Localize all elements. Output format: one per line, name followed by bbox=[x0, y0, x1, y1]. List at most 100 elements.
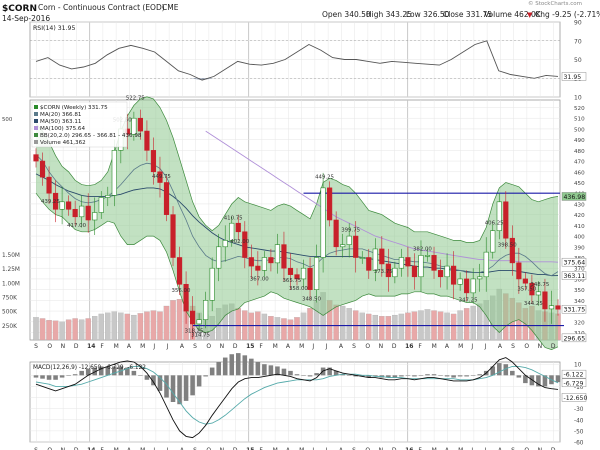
chart-date: 14-Sep-2016 bbox=[2, 14, 50, 23]
macd-histogram-bar bbox=[366, 375, 372, 378]
macd-value-label-box bbox=[561, 369, 587, 379]
x-tick-label: N bbox=[379, 343, 384, 350]
volume-bar bbox=[85, 318, 91, 341]
candle-body bbox=[190, 310, 196, 325]
volume-bar bbox=[339, 305, 346, 341]
volume-bar bbox=[52, 320, 59, 341]
volume-tick-label: 500K bbox=[2, 310, 17, 316]
x-tick-label: D bbox=[233, 343, 238, 350]
macd-histogram-bar bbox=[229, 354, 235, 376]
candle-body bbox=[209, 267, 215, 301]
macd-histogram-bar bbox=[301, 375, 306, 376]
price-annotation: 344.25 bbox=[524, 301, 543, 307]
macd-histogram-bar bbox=[92, 367, 98, 376]
x-tick-label: M bbox=[299, 447, 304, 450]
quote-volume: Volume 462.0K bbox=[484, 10, 542, 19]
x-tick-label: 16 bbox=[405, 447, 413, 450]
macd-histogram-bar bbox=[503, 364, 509, 376]
legend-swatch bbox=[34, 126, 38, 130]
price-value-label-box bbox=[561, 257, 587, 267]
price-annotation: 449.75 bbox=[152, 174, 171, 180]
macd-histogram-bar bbox=[425, 374, 430, 376]
volume-bar bbox=[444, 312, 450, 341]
legend-swatch bbox=[34, 133, 38, 137]
candle-body bbox=[353, 235, 359, 258]
volume-bar bbox=[59, 321, 65, 341]
volume-bar bbox=[392, 314, 398, 341]
candle-body bbox=[333, 219, 339, 248]
macd-histogram-bar bbox=[418, 375, 424, 376]
x-tick-label: S bbox=[34, 447, 38, 450]
x-tick-label: 15 bbox=[246, 343, 254, 350]
candle-body bbox=[340, 244, 346, 248]
volume-bar bbox=[92, 316, 98, 341]
x-tick-label: N bbox=[220, 343, 225, 350]
price-value-label: 436.98 bbox=[564, 194, 586, 201]
macd-histogram-bar bbox=[125, 367, 130, 376]
x-tick-label: J bbox=[152, 343, 155, 350]
candle-body bbox=[85, 205, 91, 221]
candle-body bbox=[255, 265, 261, 271]
volume-bar bbox=[372, 314, 379, 341]
y-tick-label: 50 bbox=[574, 57, 582, 64]
candle-body bbox=[170, 214, 176, 258]
x-tick-label: J bbox=[470, 343, 473, 350]
volume-bar bbox=[385, 316, 392, 341]
volume-bar bbox=[274, 317, 281, 341]
x-tick-label: A bbox=[180, 447, 185, 450]
candle-body bbox=[496, 201, 502, 232]
macd-histogram-bar bbox=[46, 375, 52, 380]
volume-bar bbox=[300, 312, 307, 341]
x-tick-label: A bbox=[127, 447, 132, 450]
volume-bar bbox=[111, 311, 118, 341]
candle-body bbox=[477, 276, 483, 280]
volume-bar bbox=[137, 313, 144, 341]
y-tick-label: 350 bbox=[574, 288, 585, 294]
candle-body bbox=[516, 262, 522, 280]
macd-histogram-bar bbox=[235, 353, 241, 376]
macd-histogram-bar bbox=[216, 362, 221, 376]
candle-body bbox=[203, 300, 209, 320]
macd-histogram-bar bbox=[79, 370, 84, 376]
x-tick-label: F bbox=[418, 343, 422, 350]
price-annotation: 367.00 bbox=[250, 276, 269, 282]
candle-body bbox=[437, 270, 444, 278]
candle-body bbox=[281, 244, 287, 269]
x-tick-label: O bbox=[365, 447, 370, 450]
candle-body bbox=[359, 257, 365, 259]
y-tick-label: 70 bbox=[574, 38, 582, 45]
x-tick-label: S bbox=[352, 343, 356, 350]
volume-bar bbox=[261, 313, 268, 341]
macd-histogram-bar bbox=[177, 375, 182, 405]
volume-bar bbox=[118, 312, 124, 341]
macd-histogram-bar bbox=[66, 375, 71, 376]
legend-entry: MA(50) 363.11 bbox=[40, 119, 82, 125]
y-tick-label: 490 bbox=[574, 138, 585, 144]
y-tick-label: 460 bbox=[574, 170, 585, 176]
x-tick-label: J bbox=[166, 343, 169, 350]
y-tick-label: 510 bbox=[574, 117, 585, 123]
volume-bar bbox=[463, 308, 470, 341]
macd-histogram-bar bbox=[157, 375, 163, 391]
candle-body bbox=[431, 255, 437, 271]
macd-histogram-bar bbox=[555, 375, 561, 383]
volume-bar bbox=[366, 313, 372, 341]
x-tick-label: A bbox=[286, 343, 291, 350]
candle-body bbox=[451, 265, 457, 285]
y-tick-label: 520 bbox=[574, 106, 585, 112]
macd-histogram-bar bbox=[523, 375, 528, 384]
price-annotation: 314.75 bbox=[191, 332, 210, 338]
candle-body bbox=[327, 187, 333, 221]
x-tick-label: F bbox=[259, 343, 263, 350]
macd-histogram-bar bbox=[333, 370, 339, 376]
macd-histogram-bar bbox=[340, 374, 345, 376]
y-tick-label: 390 bbox=[574, 245, 585, 251]
macd-histogram-bar bbox=[33, 375, 39, 378]
x-tick-label: M bbox=[273, 343, 278, 350]
x-tick-label: M bbox=[458, 343, 463, 350]
x-tick-label: M bbox=[432, 343, 437, 350]
price-legend-box bbox=[31, 101, 128, 148]
macd-histogram-bar bbox=[386, 375, 391, 378]
candle-body bbox=[405, 257, 411, 267]
bollinger-lower-line bbox=[35, 192, 559, 350]
